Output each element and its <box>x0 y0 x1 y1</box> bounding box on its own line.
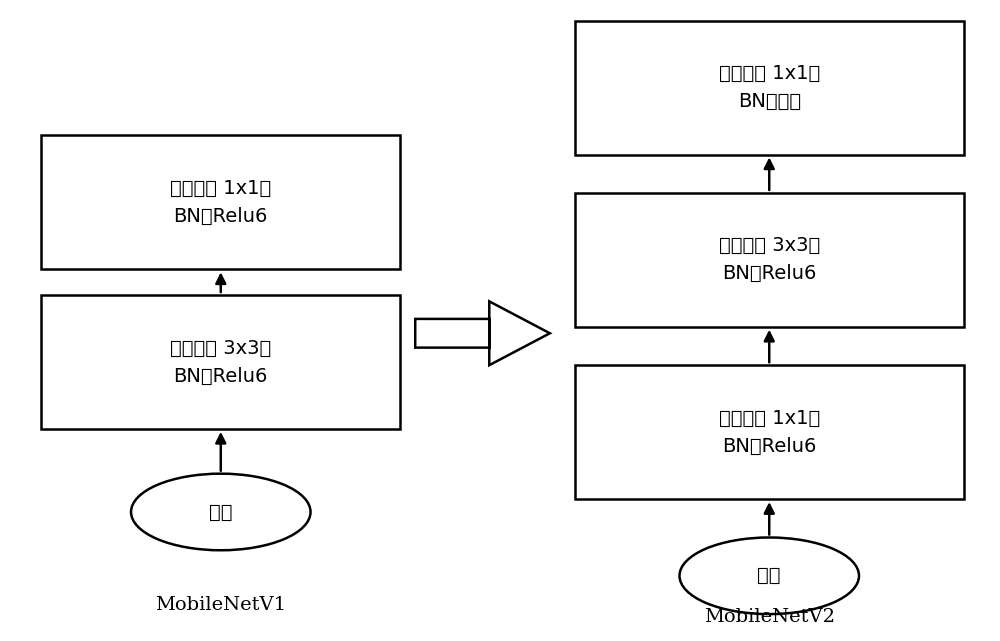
Text: MobileNetV2: MobileNetV2 <box>704 608 835 626</box>
Text: 输入: 输入 <box>209 503 233 522</box>
Text: 逐点卷积 1x1，
BN，Relu6: 逐点卷积 1x1， BN，Relu6 <box>170 179 271 226</box>
FancyBboxPatch shape <box>575 365 964 499</box>
Text: 逐点卷积 1x1，
BN，Relu6: 逐点卷积 1x1， BN，Relu6 <box>719 409 820 456</box>
Polygon shape <box>415 301 550 365</box>
Text: 输入: 输入 <box>758 566 781 585</box>
FancyBboxPatch shape <box>575 21 964 154</box>
Text: 深度卷积 3x3，
BN，Relu6: 深度卷积 3x3， BN，Relu6 <box>170 338 271 385</box>
FancyBboxPatch shape <box>41 135 400 269</box>
FancyBboxPatch shape <box>41 295 400 429</box>
Text: MobileNetV1: MobileNetV1 <box>155 595 286 613</box>
Text: 逐点卷积 1x1，
BN，线性: 逐点卷积 1x1， BN，线性 <box>719 64 820 111</box>
Text: 深度卷积 3x3，
BN，Relu6: 深度卷积 3x3， BN，Relu6 <box>719 237 820 283</box>
Ellipse shape <box>680 538 859 614</box>
FancyBboxPatch shape <box>575 193 964 327</box>
Ellipse shape <box>131 474 311 550</box>
